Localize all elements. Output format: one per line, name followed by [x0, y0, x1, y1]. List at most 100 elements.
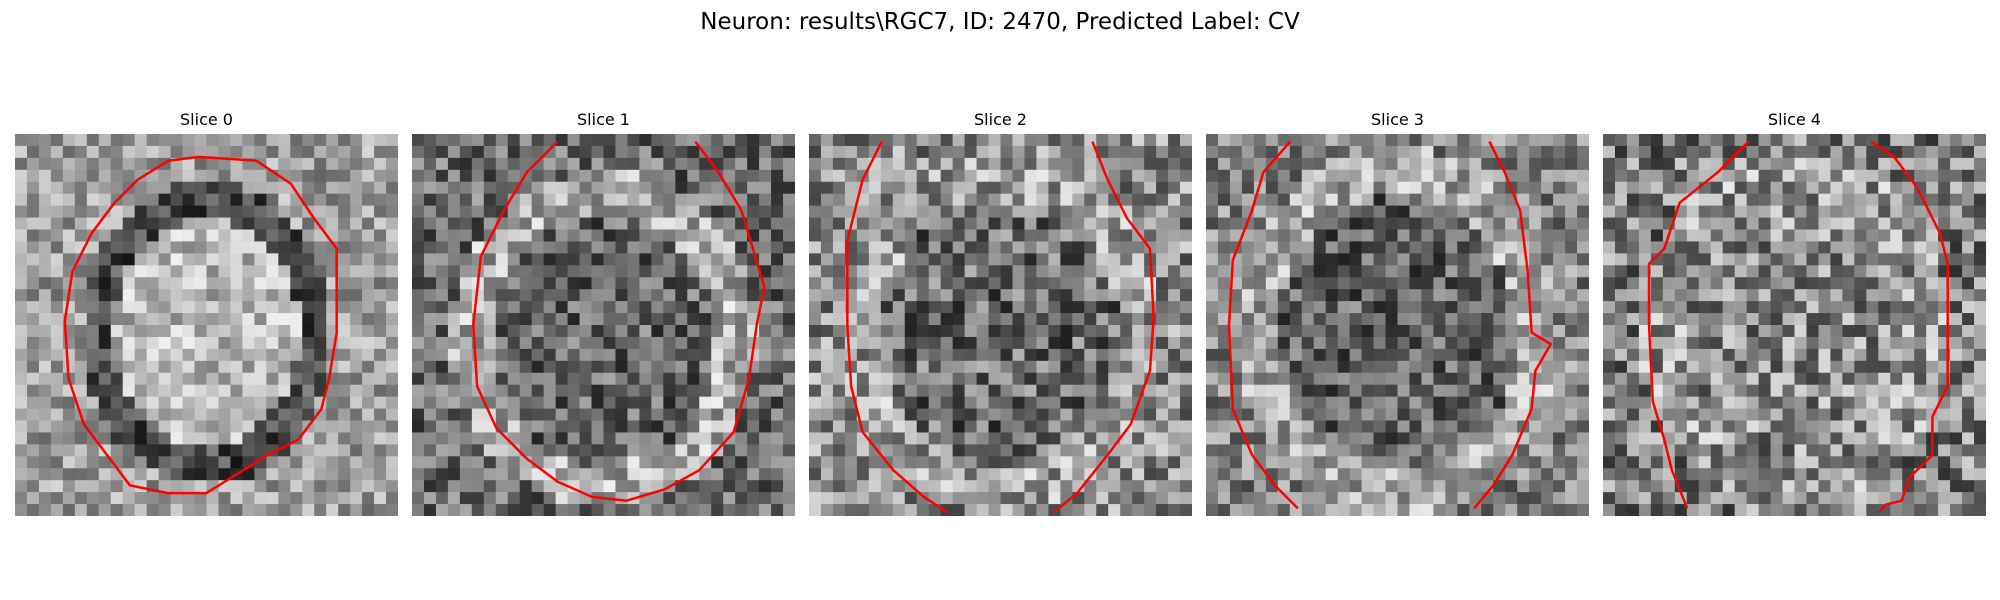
pixel — [1253, 384, 1267, 398]
pixel — [1902, 444, 1915, 457]
pixel — [1096, 384, 1109, 398]
pixel — [1974, 301, 1986, 314]
pixel — [435, 360, 449, 374]
pixel — [555, 134, 569, 147]
pixel — [1541, 420, 1554, 434]
pixel — [820, 480, 834, 493]
pixel — [350, 277, 363, 290]
pixel — [507, 336, 521, 350]
pixel — [868, 217, 882, 231]
pixel — [1036, 504, 1049, 516]
pixel — [242, 480, 255, 493]
pixel — [603, 253, 617, 266]
pixel — [218, 241, 232, 254]
pixel — [591, 229, 605, 243]
pixel — [1722, 360, 1736, 374]
pixel — [663, 456, 676, 469]
pixel — [1770, 420, 1784, 434]
pixel — [1144, 289, 1157, 302]
pixel — [50, 241, 64, 254]
pixel — [555, 253, 569, 266]
pixel — [555, 241, 569, 254]
pixel — [1577, 444, 1589, 457]
pixel — [615, 504, 629, 516]
pixel — [1638, 241, 1652, 254]
pixel — [1084, 456, 1097, 469]
pixel — [964, 336, 978, 350]
pixel — [1794, 217, 1808, 231]
pixel — [1469, 134, 1482, 147]
pixel — [1878, 181, 1891, 195]
pixel — [146, 408, 160, 422]
pixel — [1012, 408, 1026, 422]
pixel — [338, 372, 351, 386]
pixel — [1818, 181, 1832, 195]
pixel — [447, 348, 461, 362]
pixel — [759, 432, 772, 445]
pixel — [338, 181, 351, 195]
pixel — [1036, 396, 1049, 410]
pixel — [242, 241, 255, 254]
pixel — [627, 348, 641, 362]
pixel — [940, 313, 954, 326]
pixel — [1277, 289, 1291, 302]
pixel — [832, 492, 846, 505]
pixel — [447, 396, 461, 410]
pixel — [230, 456, 244, 469]
pixel — [242, 444, 255, 457]
pixel — [362, 265, 375, 278]
pixel — [868, 372, 882, 386]
pixel — [1229, 480, 1243, 493]
pixel — [1277, 420, 1291, 434]
pixel — [555, 169, 569, 183]
pixel — [952, 432, 966, 445]
pixel — [1614, 432, 1628, 445]
pixel — [1000, 420, 1014, 434]
pixel — [495, 384, 509, 398]
pixel — [194, 396, 208, 410]
pixel — [820, 145, 834, 159]
pixel — [1469, 253, 1482, 266]
pixel — [820, 492, 834, 505]
pixel — [278, 348, 291, 362]
pixel — [1890, 336, 1903, 350]
pixel — [1698, 217, 1712, 231]
pixel — [423, 134, 437, 147]
pixel — [1974, 134, 1986, 147]
pixel — [1830, 193, 1843, 207]
pixel — [1770, 336, 1784, 350]
pixel — [1168, 253, 1181, 266]
pixel — [158, 372, 172, 386]
pixel — [771, 468, 784, 481]
pixel — [412, 360, 425, 374]
pixel — [1180, 181, 1192, 195]
pixel — [230, 492, 244, 505]
pixel — [1662, 181, 1676, 195]
pixel — [1072, 241, 1085, 254]
pixel — [615, 372, 629, 386]
pixel — [1902, 193, 1915, 207]
pixel — [940, 360, 954, 374]
pixel — [1770, 134, 1784, 147]
pixel — [809, 277, 822, 290]
pixel — [1794, 193, 1808, 207]
pixel — [675, 241, 688, 254]
pixel — [1505, 432, 1518, 445]
pixel — [122, 205, 136, 219]
pixel — [1529, 134, 1542, 147]
pixel — [302, 217, 315, 231]
pixel — [747, 134, 760, 147]
pixel — [1878, 217, 1891, 231]
pixel — [1000, 169, 1014, 183]
pixel — [1132, 169, 1145, 183]
pixel — [86, 134, 100, 147]
pixel — [651, 145, 664, 159]
pixel — [1313, 360, 1327, 374]
pixel — [194, 229, 208, 243]
pixel — [1217, 217, 1231, 231]
pixel — [809, 241, 822, 254]
pixel — [1710, 169, 1724, 183]
pixel — [916, 384, 930, 398]
pixel — [1457, 217, 1470, 231]
pixel — [242, 336, 255, 350]
